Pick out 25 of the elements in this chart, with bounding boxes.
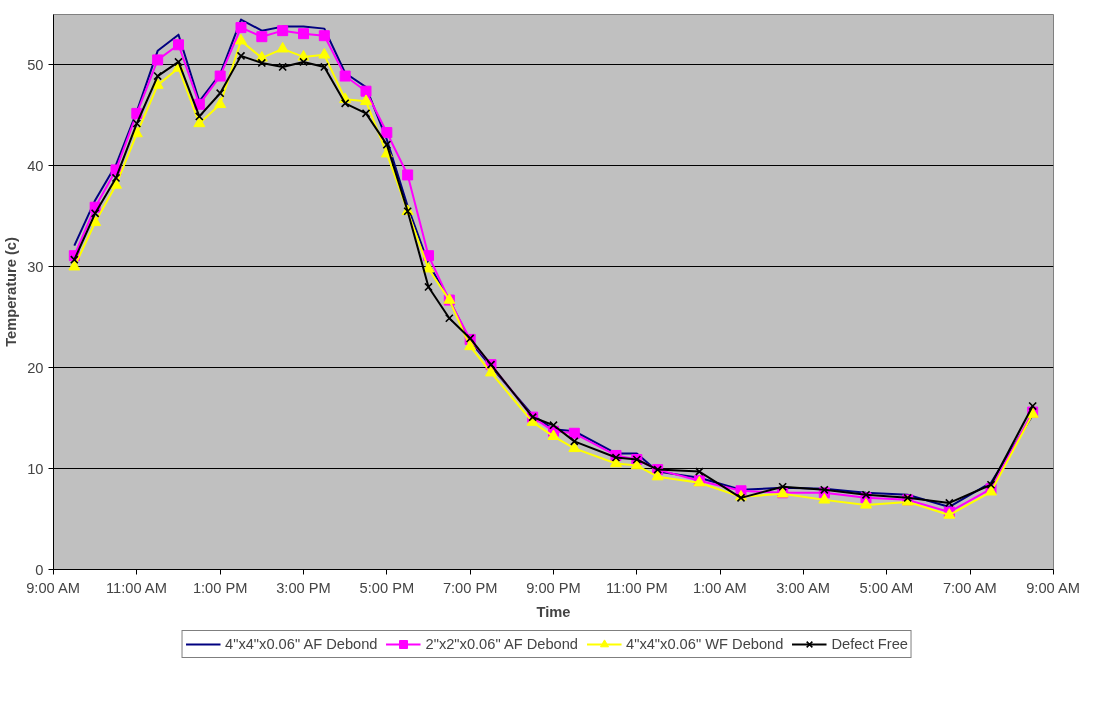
x-tick-label: 7:00 AM xyxy=(942,579,997,596)
x-tick-label: 3:00 AM xyxy=(776,579,830,596)
x-tick-label: 1:00 AM xyxy=(692,579,747,596)
legend-label: 4"x4"x0.06" AF Debond xyxy=(225,636,378,652)
y-axis-title: Temperature (c) xyxy=(3,237,20,347)
legend-label: 2"x2"x0.06" AF Debond xyxy=(425,636,579,652)
legend-label: 4"x4"x0.06" WF Debond xyxy=(626,636,784,652)
x-tick-label: 9:00 PM xyxy=(526,579,581,596)
y-tick-label: 10 xyxy=(27,460,44,477)
y-tick-label: 20 xyxy=(27,359,44,376)
x-tick-label: 11:00 PM xyxy=(606,579,668,596)
x-tick-label: 1:00 PM xyxy=(192,579,248,596)
x-tick-label: 3:00 PM xyxy=(276,579,331,596)
legend-label: Defect Free xyxy=(831,636,908,652)
x-tick-label: 11:00 AM xyxy=(106,579,167,596)
x-axis-title: Time xyxy=(536,603,571,620)
y-tick-label: 40 xyxy=(27,157,44,174)
x-tick-label: 9:00 AM xyxy=(26,579,80,596)
x-tick-label: 5:00 AM xyxy=(859,579,914,596)
x-tick-label: 7:00 PM xyxy=(442,579,498,596)
x-tick-label: 9:00 AM xyxy=(1026,579,1080,596)
y-tick-label: 30 xyxy=(27,258,44,275)
y-tick-label: 0 xyxy=(35,561,44,578)
x-tick-label: 5:00 PM xyxy=(359,579,415,596)
y-tick-label: 50 xyxy=(27,56,44,73)
